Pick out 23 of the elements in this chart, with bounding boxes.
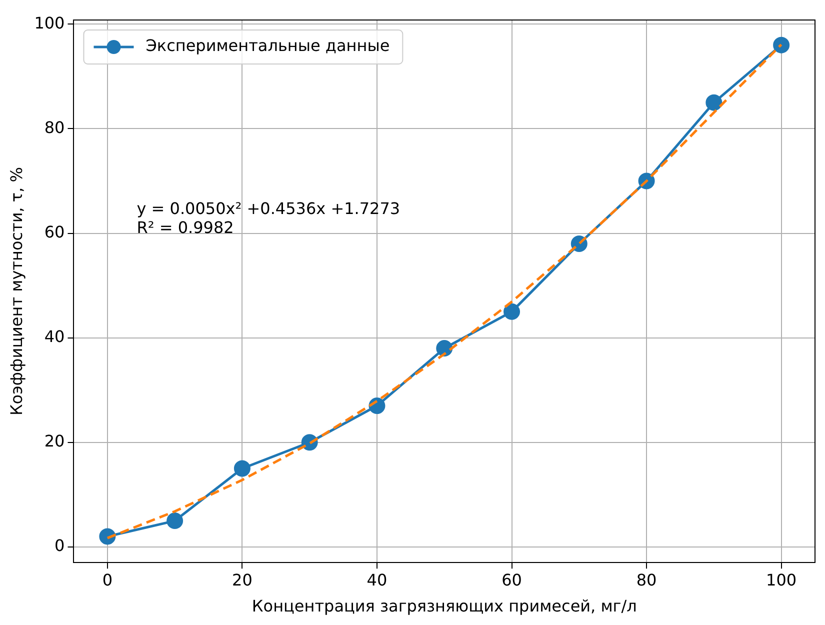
x-tick-label: 20 — [232, 570, 252, 590]
x-tick-label: 0 — [102, 570, 113, 590]
point — [436, 340, 453, 357]
legend-label: Экспериментальные данные — [146, 36, 390, 56]
x-tick-label: 80 — [636, 570, 657, 590]
x-tick-label: 100 — [766, 570, 797, 590]
annotation: R² = 0.9982 — [136, 218, 234, 237]
point — [234, 460, 250, 477]
point — [773, 36, 790, 54]
point — [706, 94, 722, 111]
y-tick-label: 80 — [44, 118, 65, 137]
point — [166, 512, 184, 530]
y-axis-title: Коэффициент мутности, τ, % — [6, 167, 26, 416]
y-tick-label: 60 — [44, 222, 65, 242]
annotation: y = 0.0050x² +0.4536x +1.7273 — [136, 198, 400, 218]
y-tick-label: 0 — [54, 536, 65, 556]
x-tick-label: 40 — [366, 570, 388, 590]
y-tick-label: 100 — [34, 13, 65, 32]
y-tick-label: 40 — [44, 326, 65, 346]
x-axis-title: Концентрация загрязняющих примесей, мг/л — [252, 596, 637, 616]
x-tick-label: 60 — [502, 570, 522, 590]
point — [504, 303, 520, 320]
y-tick-label: 20 — [44, 432, 65, 451]
